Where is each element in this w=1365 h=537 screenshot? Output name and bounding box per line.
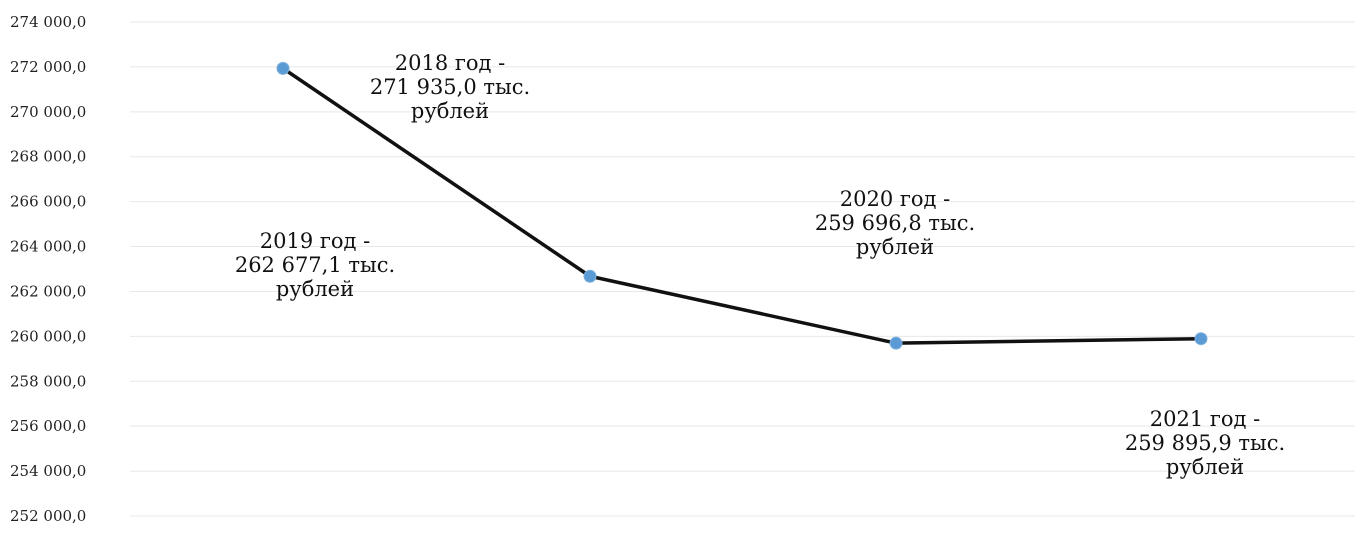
data-point-marker xyxy=(1194,332,1208,346)
y-tick-label: 274 000,0 xyxy=(10,13,86,31)
y-tick-label: 270 000,0 xyxy=(10,103,86,121)
y-tick-label: 258 000,0 xyxy=(10,372,86,390)
y-tick-label: 266 000,0 xyxy=(10,193,86,211)
data-point-marker xyxy=(889,336,903,350)
data-label-line: 2018 год - xyxy=(395,51,505,75)
data-label-line: 262 677,1 тыс. xyxy=(235,253,395,277)
y-tick-label: 252 000,0 xyxy=(10,507,86,525)
y-tick-label: 256 000,0 xyxy=(10,417,86,435)
data-label-line: 2019 год - xyxy=(260,229,370,253)
series-polyline xyxy=(282,66,1202,345)
data-point-marker xyxy=(276,61,290,75)
y-tick-label: 268 000,0 xyxy=(10,148,86,166)
y-tick-label: 272 000,0 xyxy=(10,58,86,76)
data-point-marker xyxy=(583,269,597,283)
series-line xyxy=(282,66,1202,345)
series-markers xyxy=(276,61,1208,350)
data-label-line: 2020 год - xyxy=(840,187,950,211)
data-label-line: рублей xyxy=(276,277,354,301)
y-axis-tick-labels: 252 000,0 254 000,0 256 000,0 258 000,0 260 … xyxy=(10,13,86,525)
y-tick-label: 254 000,0 xyxy=(10,462,86,480)
data-label-line: рублей xyxy=(411,99,489,123)
gridlines xyxy=(130,21,1355,517)
data-label-line: рублей xyxy=(856,235,934,259)
y-tick-label: 264 000,0 xyxy=(10,238,86,256)
data-label-line: 2021 год - xyxy=(1150,407,1260,431)
data-label-line: 259 895,9 тыс. xyxy=(1125,431,1285,455)
y-tick-label: 262 000,0 xyxy=(10,282,86,300)
y-tick-label: 260 000,0 xyxy=(10,327,86,345)
data-label-line: рублей xyxy=(1166,455,1244,479)
data-label-line: 259 696,8 тыс. xyxy=(815,211,975,235)
data-label-line: 271 935,0 тыс. xyxy=(370,75,530,99)
